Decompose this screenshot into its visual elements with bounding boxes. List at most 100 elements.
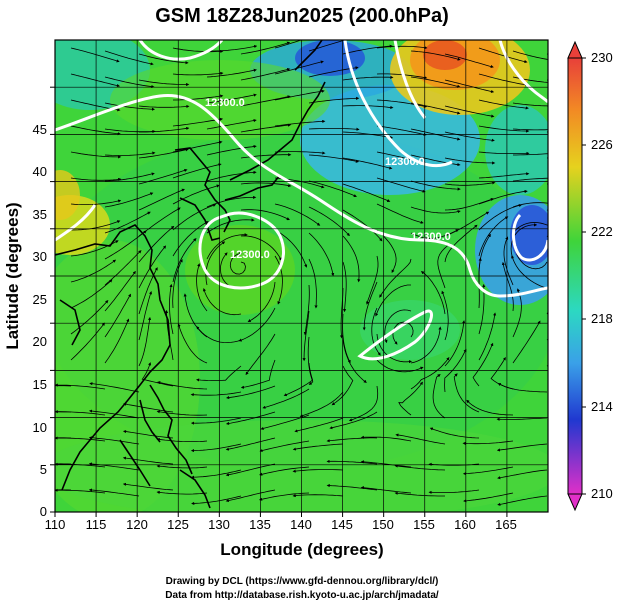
streamline <box>172 140 223 153</box>
axis-ticks <box>50 86 508 517</box>
streamline <box>478 73 529 87</box>
streamline <box>240 209 290 221</box>
streamline <box>70 47 120 63</box>
streamline <box>308 96 360 104</box>
y-tick-label: 0 <box>40 504 47 519</box>
contour-label: 12300.0 <box>205 97 245 109</box>
streamline <box>226 385 276 400</box>
colorbar-label: 226 <box>591 137 613 152</box>
streamline <box>104 172 155 182</box>
streamline <box>274 89 325 101</box>
streamline <box>308 180 357 198</box>
streamline <box>472 342 494 387</box>
streamline <box>138 148 189 159</box>
streamline <box>206 144 257 156</box>
streamline <box>444 157 496 165</box>
streamline <box>262 388 310 409</box>
y-tick-labels: 0 5 10 15 20 25 30 35 40 45 <box>33 122 47 519</box>
streamline <box>104 293 131 338</box>
streamline <box>259 440 310 453</box>
grid-lines <box>55 40 548 512</box>
colorbar-label: 230 <box>591 50 613 65</box>
streamline <box>240 95 291 107</box>
streamline <box>104 270 136 312</box>
streamline <box>138 290 153 341</box>
y-tick-label: 30 <box>33 249 47 264</box>
streamline <box>206 93 257 104</box>
streamline <box>331 365 354 406</box>
streamline <box>202 287 242 316</box>
streamline <box>240 41 291 55</box>
streamline <box>379 258 412 298</box>
streamline <box>274 203 321 226</box>
streamline <box>274 229 308 268</box>
streamline <box>501 261 514 312</box>
streamline <box>496 417 548 421</box>
x-tick-label: 115 <box>86 517 107 532</box>
streamline <box>410 102 461 115</box>
streamline <box>196 365 242 382</box>
streamline <box>70 259 117 283</box>
streamline <box>444 181 496 186</box>
x-tick-label: 145 <box>331 517 353 532</box>
streamline <box>138 188 185 211</box>
streamline <box>410 206 461 214</box>
streamline <box>398 381 423 416</box>
streamline <box>104 318 130 364</box>
streamlines <box>55 40 548 506</box>
streamline <box>240 153 292 159</box>
streamline <box>420 271 446 315</box>
streamline <box>156 464 208 469</box>
x-tick-label: 110 <box>45 517 66 532</box>
streamline <box>410 76 461 88</box>
streamline <box>88 488 140 497</box>
streamline <box>274 151 326 155</box>
streamline <box>207 44 258 52</box>
streamline <box>229 252 246 275</box>
streamline <box>172 221 209 257</box>
streamline <box>307 336 314 385</box>
streamline <box>299 391 344 418</box>
streamline <box>375 284 411 317</box>
streamline <box>104 230 147 260</box>
streamline <box>308 232 335 277</box>
credit-line-dcl: Drawing by DCL (https://www.gfd-dennou.o… <box>166 576 439 587</box>
streamline <box>453 373 480 413</box>
streamline <box>122 482 174 491</box>
streamline <box>55 383 106 390</box>
streamline <box>55 436 106 442</box>
streamline <box>274 40 303 49</box>
y-tick-label: 15 <box>33 377 47 392</box>
streamline <box>138 225 175 263</box>
height-contours <box>55 40 548 361</box>
streamline <box>190 391 242 397</box>
streamline <box>55 488 106 494</box>
streamline <box>444 79 495 93</box>
streamline <box>274 255 283 305</box>
streamline <box>172 163 222 179</box>
streamline <box>478 47 528 64</box>
streamline <box>512 102 548 107</box>
streamline <box>329 411 378 430</box>
colorbar-label: 222 <box>591 224 613 239</box>
streamline <box>342 44 393 55</box>
contour-label: 12300.0 <box>411 231 451 243</box>
streamline <box>308 127 360 131</box>
colorbar-label: 218 <box>591 311 613 326</box>
streamline <box>240 123 292 133</box>
streamline <box>366 255 379 305</box>
streamline <box>172 203 217 231</box>
streamline <box>437 243 451 289</box>
chart-title: GSM 18Z28Jun2025 (200.0hPa) <box>155 5 448 27</box>
streamline <box>292 469 344 473</box>
streamline <box>303 284 310 336</box>
streamline <box>376 125 427 136</box>
streamline <box>342 261 347 313</box>
streamline <box>156 437 208 442</box>
streamline <box>206 119 257 130</box>
y-tick-label: 5 <box>40 462 47 477</box>
x-tick-label: 135 <box>249 517 271 532</box>
streamline <box>139 126 190 133</box>
streamline <box>104 76 155 89</box>
streamline <box>89 382 140 393</box>
